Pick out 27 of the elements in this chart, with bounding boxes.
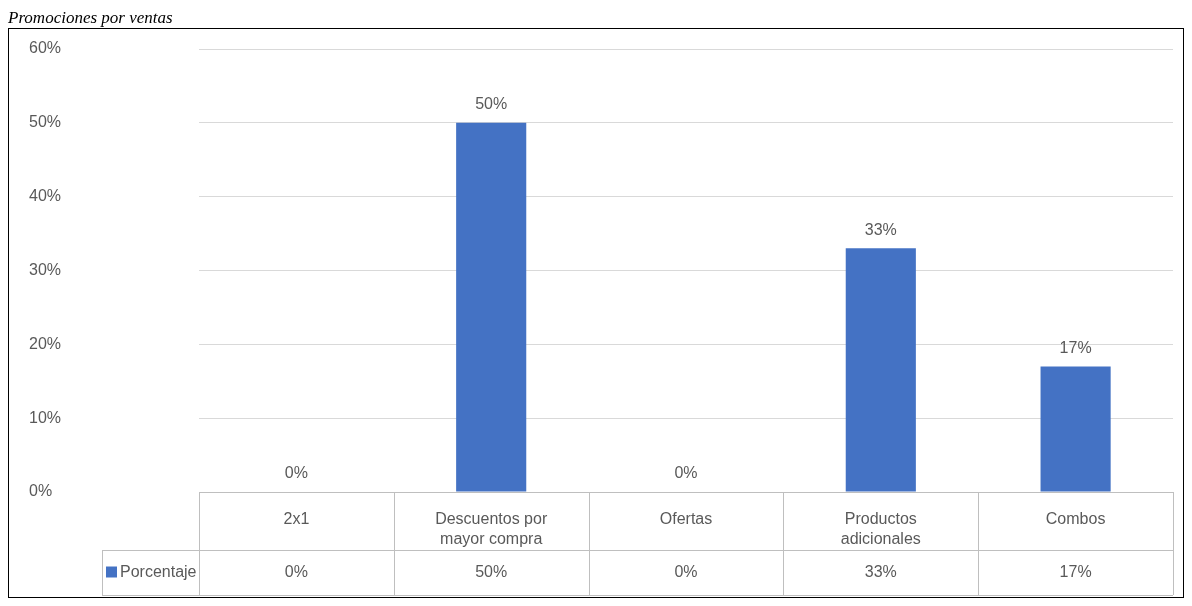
y-tick-label: 0%	[29, 482, 53, 500]
y-tick-label: 30%	[29, 260, 62, 278]
text: 33%	[864, 220, 897, 238]
text: 50%	[475, 95, 508, 113]
text: 0%	[674, 464, 698, 482]
data-label: 0%	[674, 562, 698, 580]
y-tick-label: 40%	[29, 187, 62, 205]
x-tick-label: Combos	[1045, 510, 1106, 528]
text: 17%	[1059, 338, 1092, 356]
y-tick-label: 60%	[29, 39, 62, 57]
data-label: 0%	[284, 562, 308, 580]
bar	[845, 248, 916, 492]
y-tick-label: 50%	[29, 113, 62, 131]
y-tick-label: 20%	[29, 334, 62, 352]
x-tick-label: Ofertas	[659, 510, 713, 528]
y-tick-label: 10%	[29, 408, 62, 426]
bar	[1040, 366, 1111, 492]
text: 0%	[284, 464, 308, 482]
data-label: 50%	[475, 562, 508, 580]
x-tick-label: 2x1	[283, 510, 310, 528]
legend-label: Porcentaje	[120, 562, 197, 580]
x-tick-label: Productos adicionales	[840, 510, 921, 548]
x-tick-label: Descuentos por mayor compra	[435, 510, 548, 548]
data-label: 33%	[864, 562, 897, 580]
bar	[456, 122, 527, 492]
chart-title: Promociones por ventas	[8, 8, 174, 28]
data-label: 17%	[1059, 562, 1092, 580]
